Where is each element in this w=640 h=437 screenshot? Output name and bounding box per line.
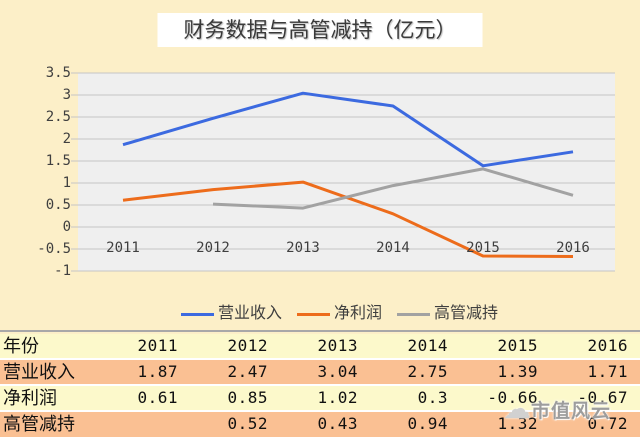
table-cell: 0.52 — [227, 414, 268, 433]
y-tick-label: 3 — [62, 87, 71, 103]
row-filler — [630, 412, 640, 437]
table-cell: 0.94 — [407, 414, 448, 433]
table-row: 高管减持 0.52 0.43 0.94 1.32 0.72 — [0, 412, 640, 437]
y-tick-label: -1 — [54, 263, 71, 279]
table-cell: -0.67 — [577, 388, 628, 407]
x-tick-label: 2016 — [556, 240, 590, 256]
legend-label: 高管减持 — [434, 305, 499, 322]
table-cell: 2.75 — [407, 362, 448, 381]
table-cell: 0.61 — [137, 388, 178, 407]
y-tick-label: 0.5 — [45, 197, 71, 213]
x-tick-label: 2012 — [196, 240, 230, 256]
table-cell: 2011 — [137, 336, 178, 355]
table-cell: 0.3 — [417, 388, 448, 407]
table-cell: 1.02 — [317, 388, 358, 407]
chart-title: 财务数据与高管减持（亿元） — [157, 13, 483, 47]
row-filler — [630, 360, 640, 384]
plot-area — [78, 73, 615, 271]
row-label: 营业收入 — [3, 362, 75, 382]
table-cell: 0.43 — [317, 414, 358, 433]
table-cell: 1.32 — [497, 414, 538, 433]
legend: 营业收入 净利润 高管减持 — [181, 303, 498, 325]
x-tick-label: 2011 — [106, 240, 140, 256]
series-line-executive-reduction — [212, 167, 574, 210]
x-tick-label: 2014 — [376, 240, 410, 256]
y-tick-label: 3.5 — [45, 65, 71, 81]
executive-reduction-line-swatch-icon — [397, 312, 431, 316]
legend-item-revenue: 营业收入 — [181, 303, 282, 325]
chart-table-divider — [0, 330, 640, 332]
y-tick-label: -0.5 — [37, 241, 71, 257]
legend-label: 营业收入 — [218, 305, 283, 322]
table-cell: 1.71 — [587, 362, 628, 381]
y-tick-label: 2.5 — [45, 109, 71, 125]
data-table: 年份 2011 2012 2013 2014 2015 2016 营业收入 1.87 2.47 3.… — [0, 334, 640, 437]
net-profit-line-swatch-icon — [297, 312, 331, 316]
table-cell: 1.39 — [497, 362, 538, 381]
table-cell: 0.85 — [227, 388, 268, 407]
y-tick-label: 0 — [62, 219, 71, 235]
legend-item-executive-reduction: 高管减持 — [397, 303, 498, 325]
y-tick-label: 1.5 — [45, 153, 71, 169]
row-filler — [630, 334, 640, 358]
row-label: 年份 — [3, 336, 39, 356]
table-cell: 2016 — [587, 336, 628, 355]
table-cell: 2014 — [407, 336, 448, 355]
table-cell: -0.66 — [487, 388, 538, 407]
table-row: 净利润 0.61 0.85 1.02 0.3 -0.66 -0.67 — [0, 386, 640, 410]
revenue-line-swatch-icon — [181, 312, 214, 316]
legend-item-net-profit: 净利润 — [297, 303, 382, 325]
series-line-revenue — [122, 91, 574, 168]
row-label: 净利润 — [3, 388, 57, 408]
table-cell: 2.47 — [227, 362, 268, 381]
legend-label: 净利润 — [334, 305, 383, 322]
y-tick-label: 1 — [62, 175, 71, 191]
table-cell: 2013 — [317, 336, 358, 355]
y-tick-label: 2 — [62, 131, 71, 147]
chart-svg — [71, 72, 615, 272]
table-row: 营业收入 1.87 2.47 3.04 2.75 1.39 1.71 — [0, 360, 640, 384]
table-cell: 2015 — [497, 336, 538, 355]
table-cell — [90, 412, 180, 437]
x-tick-label: 2015 — [466, 240, 500, 256]
table-cell: 0.72 — [587, 414, 628, 433]
table-cell: 3.04 — [317, 362, 358, 381]
x-tick-label: 2013 — [286, 240, 320, 256]
table-cell: 2012 — [227, 336, 268, 355]
table-cell: 1.87 — [137, 362, 178, 381]
table-header-row: 年份 2011 2012 2013 2014 2015 2016 — [0, 334, 640, 358]
row-filler — [630, 386, 640, 410]
row-label: 高管减持 — [3, 414, 75, 434]
